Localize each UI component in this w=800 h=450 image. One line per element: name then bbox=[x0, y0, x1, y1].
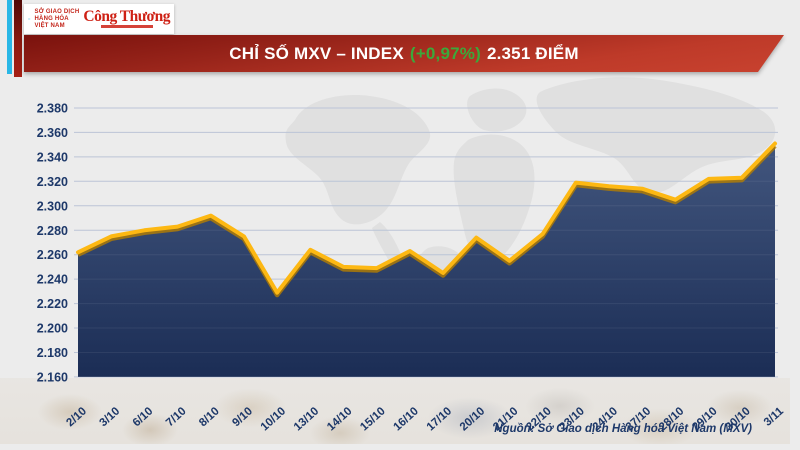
coffee-photo-watermark bbox=[0, 378, 790, 444]
publisher-logo: SỞ GIAO DỊCH HÀNG HÓA VIỆT NAM Công Thươ… bbox=[24, 4, 174, 34]
title-banner: CHỈ SỐ MXV – INDEX (+0,97%) 2.351 ĐIỂM bbox=[24, 35, 784, 72]
svg-text:15/10: 15/10 bbox=[358, 405, 387, 433]
cyan-edge-stripe bbox=[7, 0, 12, 74]
svg-text:2.380: 2.380 bbox=[37, 102, 68, 116]
svg-text:6/10: 6/10 bbox=[131, 405, 156, 429]
svg-text:13/10: 13/10 bbox=[292, 405, 321, 433]
exchange-name: SỞ GIAO DỊCH HÀNG HÓA VIỆT NAM bbox=[35, 9, 80, 30]
svg-text:3/10: 3/10 bbox=[98, 405, 123, 429]
svg-text:8/10: 8/10 bbox=[197, 405, 222, 429]
exchange-name-line: VIỆT NAM bbox=[34, 22, 65, 29]
svg-text:2.340: 2.340 bbox=[37, 150, 68, 164]
svg-text:7/10: 7/10 bbox=[164, 405, 189, 429]
svg-text:9/10: 9/10 bbox=[230, 405, 255, 429]
newspaper-masthead-text: Công Thương bbox=[83, 8, 170, 25]
svg-text:2.300: 2.300 bbox=[37, 199, 68, 213]
svg-text:2.220: 2.220 bbox=[37, 297, 68, 311]
svg-text:2.180: 2.180 bbox=[37, 346, 68, 360]
svg-text:2.320: 2.320 bbox=[37, 175, 68, 189]
svg-text:2.280: 2.280 bbox=[37, 224, 68, 238]
svg-text:20/10: 20/10 bbox=[458, 405, 487, 433]
maroon-edge-stripe bbox=[14, 0, 22, 77]
source-credit: Nguồn: Sở Giao dịch Hàng hóa Việt Nam (M… bbox=[494, 423, 752, 435]
exchange-name-line: HÀNG HÓA bbox=[34, 15, 69, 22]
newspaper-masthead: Công Thương bbox=[83, 8, 170, 28]
svg-text:2/10: 2/10 bbox=[64, 405, 89, 429]
exchange-name-line: SỞ GIAO DỊCH bbox=[34, 8, 80, 15]
masthead-underline-bar bbox=[100, 25, 153, 28]
mxv-chevrons-icon bbox=[28, 18, 31, 20]
svg-text:3/11: 3/11 bbox=[762, 405, 787, 429]
svg-text:17/10: 17/10 bbox=[425, 405, 454, 433]
index-value: 2.351 ĐIỂM bbox=[486, 43, 579, 63]
svg-text:2.260: 2.260 bbox=[37, 248, 68, 262]
svg-text:2.200: 2.200 bbox=[37, 322, 68, 336]
svg-text:2.240: 2.240 bbox=[37, 273, 68, 287]
change-percent: (+0,97%) bbox=[409, 43, 481, 63]
svg-text:2.360: 2.360 bbox=[37, 126, 68, 140]
svg-text:2.160: 2.160 bbox=[37, 370, 68, 384]
title-banner-wrap: CHỈ SỐ MXV – INDEX (+0,97%) 2.351 ĐIỂM bbox=[24, 35, 784, 72]
svg-text:16/10: 16/10 bbox=[391, 405, 420, 433]
svg-text:10/10: 10/10 bbox=[259, 405, 288, 433]
chart-title: CHỈ SỐ MXV – INDEX bbox=[229, 43, 404, 63]
svg-text:14/10: 14/10 bbox=[325, 405, 354, 433]
